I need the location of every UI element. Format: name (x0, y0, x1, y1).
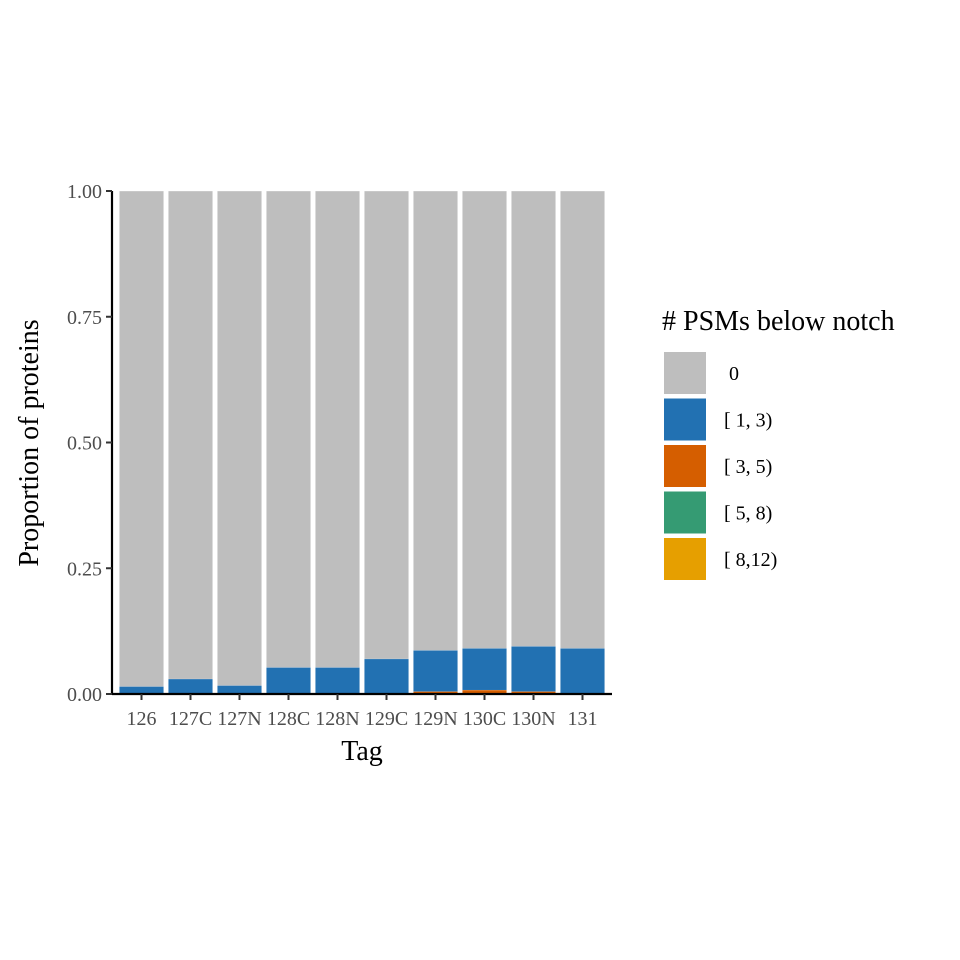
bar-segment (511, 691, 556, 694)
bar-segment (168, 191, 213, 679)
x-tick-label: 127C (169, 708, 212, 730)
legend-label: [ 1, 3) (724, 410, 772, 432)
x-tick-label: 128C (267, 708, 310, 730)
x-axis-title: Tag (341, 736, 383, 767)
bar-segment (119, 191, 164, 687)
bar-segment (462, 648, 507, 690)
bar-segment (266, 191, 311, 668)
y-tick-label: 0.75 (67, 307, 102, 329)
x-axis: 126 127C 127N 128C 128N 129C 129N 130C 130N 131 (112, 692, 612, 730)
bar-segment (413, 650, 458, 692)
bar-segment (413, 691, 458, 694)
bar-segment (462, 191, 507, 649)
legend-label: [ 5, 8) (724, 503, 772, 525)
legend-label: [ 8,12) (724, 549, 777, 571)
bar-segment (217, 685, 262, 694)
y-tick-label: 0.50 (67, 433, 102, 455)
x-tick-label: 127N (217, 708, 261, 730)
x-tick-label: 129C (365, 708, 408, 730)
legend-key (664, 538, 706, 580)
legend-key (664, 491, 706, 534)
legend-label: 0 (724, 363, 739, 385)
x-tick-label: 131 (568, 708, 598, 730)
bars (119, 190, 605, 694)
y-tick-label: 0.25 (67, 558, 102, 580)
y-axis-title: Proportion of proteins (14, 319, 45, 566)
bar-segment (266, 667, 311, 694)
legend-key (664, 352, 706, 394)
bar-segment (364, 658, 409, 693)
bar-segment (364, 191, 409, 659)
y-axis: 0.00 0.25 0.50 0.75 1.00 (67, 181, 114, 706)
y-tick-label: 1.00 (67, 181, 102, 203)
bar-segment (560, 191, 605, 649)
bar-segment (511, 646, 556, 692)
x-tick-label: 128N (315, 708, 359, 730)
bar-segment (462, 689, 507, 693)
bar-segment (560, 648, 605, 693)
legend-title: # PSMs below notch (662, 306, 895, 337)
legend-label: [ 3, 5) (724, 456, 772, 478)
legend: # PSMs below notch 0 [ 1, 3) [ 3, 5) [ 5, 8… (662, 306, 895, 580)
bar-segment (315, 667, 360, 694)
bar-segment (119, 686, 164, 694)
x-tick-label: 129N (413, 708, 457, 730)
x-tick-label: 130C (463, 708, 506, 730)
legend-key (664, 398, 706, 441)
bar-segment (315, 191, 360, 668)
bar-segment (413, 191, 458, 651)
bar-segment (511, 191, 556, 647)
bar-segment (217, 191, 262, 686)
x-tick-label: 130N (511, 708, 555, 730)
bar-segment (168, 678, 213, 694)
y-tick-label: 0.00 (67, 684, 102, 706)
legend-key (664, 445, 706, 487)
x-tick-label: 126 (127, 708, 157, 730)
